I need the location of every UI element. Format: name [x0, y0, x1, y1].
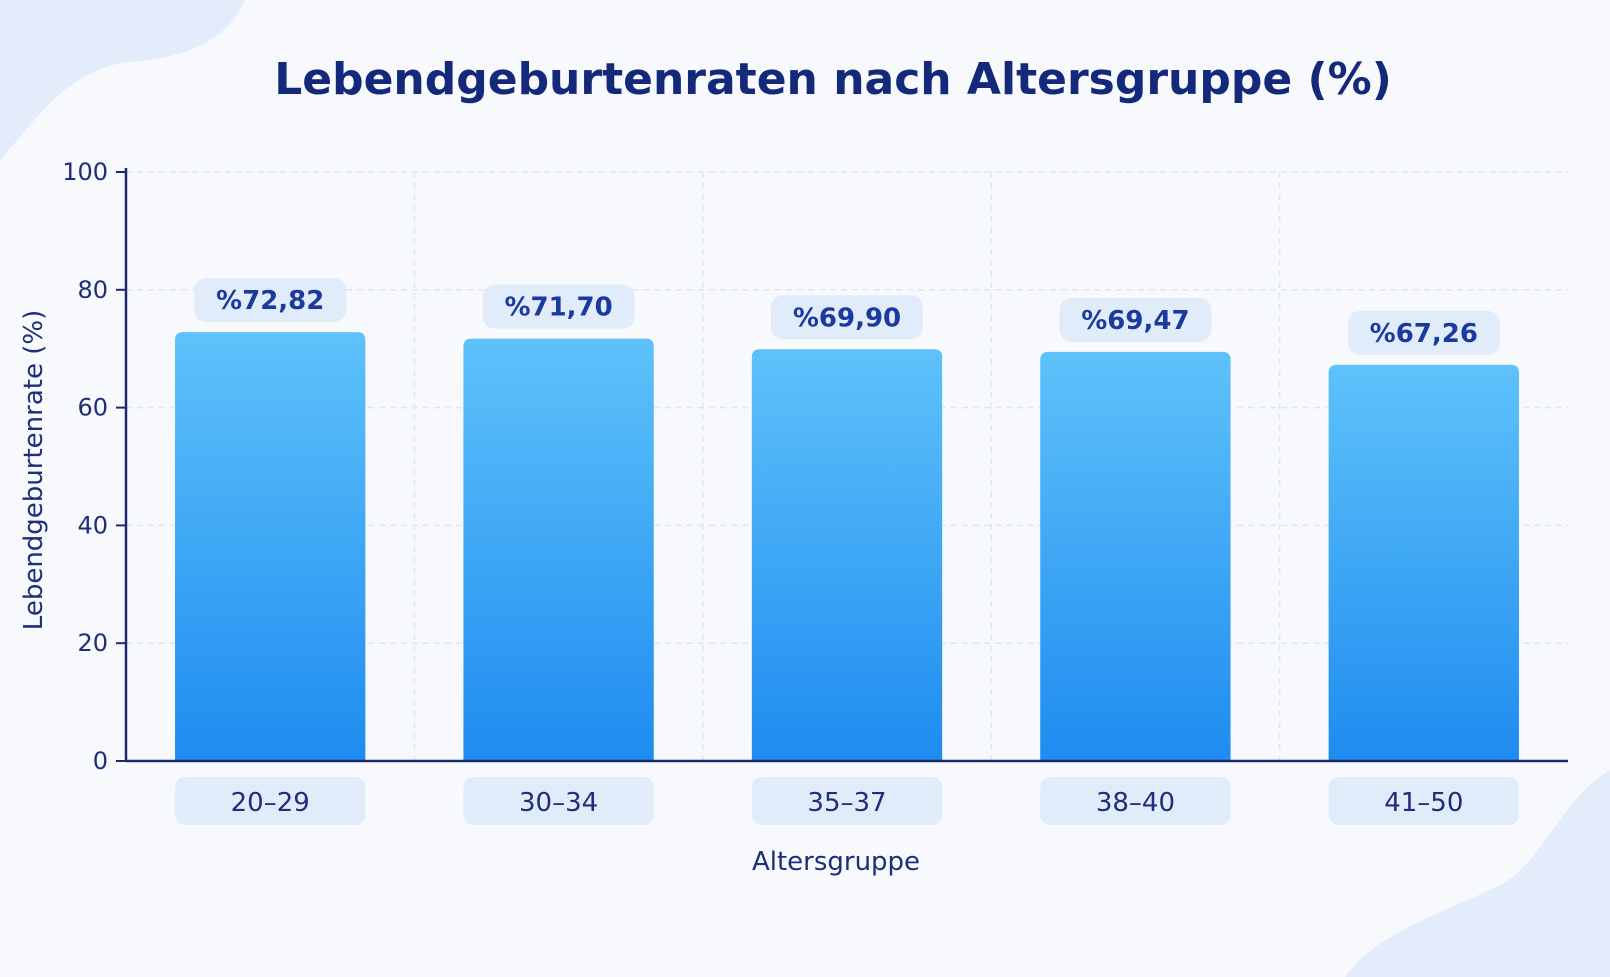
category-badge [751, 777, 943, 825]
value-badge [482, 284, 635, 329]
x-tick-label: 20–29 [231, 788, 310, 818]
category-badge [1328, 777, 1519, 825]
axes [116, 168, 1568, 763]
x-axis-title: Altersgruppe [752, 847, 920, 877]
decor-blob-bottom-right [1345, 770, 1610, 977]
chart-title: Lebendgeburtenraten nach Altersgruppe (%… [274, 54, 1392, 105]
bar-4 [1040, 351, 1231, 761]
value-label: %69,90 [793, 303, 901, 333]
bar-2 [463, 338, 654, 761]
category-badge [1040, 777, 1231, 825]
y-tick-label: 60 [77, 394, 108, 422]
x-tick-label: 41–50 [1384, 788, 1463, 818]
x-tick-label: 35–37 [807, 788, 886, 818]
y-tick-label: 80 [77, 276, 108, 304]
category-badge [175, 777, 366, 825]
value-label: %67,26 [1370, 319, 1478, 349]
y-tick-label: 100 [62, 158, 108, 186]
bars [175, 332, 1519, 761]
value-label: %69,47 [1081, 306, 1189, 336]
y-tick-label: 0 [93, 747, 108, 775]
x-tick-label: 38–40 [1096, 788, 1175, 818]
decor-blob-top-left [0, 0, 245, 160]
value-badge [1059, 297, 1212, 342]
bar-3 [751, 349, 943, 761]
x-tick-label: 30–34 [519, 788, 598, 818]
category-badge [463, 777, 654, 825]
value-label: %72,82 [216, 286, 324, 316]
bar-1 [175, 332, 366, 761]
value-badge [194, 278, 347, 323]
value-badge [1347, 310, 1500, 355]
value-badge [771, 295, 923, 340]
bar-5 [1328, 364, 1519, 761]
value-label: %71,70 [504, 293, 612, 323]
labels: 0 20 40 60 80 100 %72,82 20–29 %71,70 30–34 %69,90… [62, 158, 1519, 825]
y-tick-label: 20 [77, 629, 108, 657]
y-tick-label: 40 [77, 511, 108, 539]
y-axis-title: Lebendgeburtenrate (%) [19, 310, 49, 630]
